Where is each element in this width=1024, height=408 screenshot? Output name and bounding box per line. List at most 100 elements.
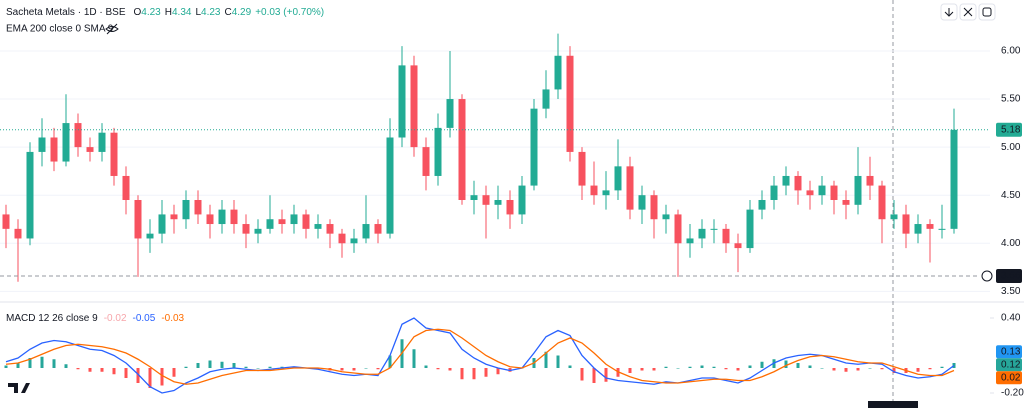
candle-body (782, 175, 790, 186)
candle-body (218, 209, 226, 225)
candle-body (542, 89, 550, 109)
candle-body (458, 99, 466, 200)
candle-body (650, 195, 658, 220)
candle-body (170, 214, 178, 220)
histogram-bar (388, 355, 392, 368)
last-value-label: 0.12 (1001, 359, 1021, 370)
histogram-bar (148, 368, 152, 388)
candle-body (26, 151, 34, 239)
y-tick-label: -0.20 (1001, 388, 1024, 399)
last-price-box (996, 122, 1022, 137)
candle-body (674, 214, 682, 244)
icon (963, 7, 973, 17)
macd-line (5, 328, 955, 385)
candle-body (734, 243, 742, 249)
histogram-bar (664, 366, 668, 368)
histogram-bar (652, 368, 656, 371)
histogram-bar (760, 361, 764, 368)
histogram-bar (604, 368, 608, 382)
histogram-bar (724, 368, 728, 370)
histogram-bar (448, 368, 452, 371)
ohlc-value: 4.29 (232, 7, 252, 18)
toolbar (940, 3, 996, 21)
histogram-bar (16, 363, 20, 368)
candle-body (794, 175, 802, 191)
histogram-bar (856, 368, 860, 371)
histogram-bar (184, 366, 188, 368)
candle-body (194, 200, 202, 215)
candle-body (494, 200, 502, 205)
histogram-bar (352, 368, 356, 371)
histogram-bar (64, 364, 68, 368)
histogram-bar (112, 368, 116, 375)
candle-body (314, 224, 322, 229)
histogram-bar (232, 363, 236, 368)
histogram-bar (748, 365, 752, 368)
histogram-bar (700, 365, 704, 368)
candle-body (854, 175, 862, 205)
candle-body (350, 238, 358, 244)
histogram-bar (100, 368, 104, 372)
histogram-bar (676, 368, 680, 369)
icon (982, 7, 992, 17)
histogram-bar (784, 360, 788, 368)
histogram-bar (628, 368, 632, 373)
histogram-bar (412, 349, 416, 368)
candle-body (470, 195, 478, 200)
histogram-bar (460, 368, 464, 380)
candle-body (770, 185, 778, 200)
button-maximize[interactable] (978, 3, 996, 21)
histogram-bar (556, 355, 560, 368)
ohlc-key: L (195, 7, 201, 18)
histogram-bar (496, 368, 500, 375)
y-tick-label: 3.50 (1001, 286, 1021, 297)
histogram-bar (52, 359, 56, 368)
candle-body (902, 214, 910, 234)
histogram-bar (736, 368, 740, 371)
candle-body (158, 214, 166, 234)
candle-body (362, 224, 370, 239)
histogram-bar (364, 368, 368, 369)
histogram-bar (640, 368, 644, 371)
candle-body (662, 214, 670, 220)
histogram-bar (88, 368, 92, 372)
y-tick-label: 5.00 (1001, 142, 1021, 153)
histogram-bar (196, 363, 200, 368)
histogram-bar (832, 368, 836, 371)
last-value-box (996, 345, 1022, 359)
candle-body (446, 99, 454, 128)
crosshair-price-label: 3.66 (1001, 271, 1021, 282)
candle-body (278, 219, 286, 225)
histogram-bar (808, 365, 812, 368)
candle-body (590, 185, 598, 196)
legend-value: -0.02 (104, 313, 127, 324)
candle-body (86, 147, 94, 152)
legend-header: Sacheta Metals · 1D · BSE O4.23 H4.34 L4.23… (6, 7, 324, 18)
candle-body (254, 228, 262, 234)
histogram-bar (880, 368, 884, 370)
candle-body (422, 147, 430, 176)
candle-body (602, 190, 610, 196)
histogram-bar (256, 368, 260, 369)
histogram-bar (592, 368, 596, 383)
candle-body (98, 132, 106, 152)
candle-body (62, 123, 70, 162)
candle-body (866, 175, 874, 186)
legend-value: -0.03 (161, 313, 184, 324)
histogram-bar (208, 360, 212, 368)
candle-body (950, 129, 958, 229)
hidden-eye-icon[interactable] (105, 23, 119, 35)
histogram-bar (424, 365, 428, 368)
candle-body (146, 233, 154, 239)
candle-body (518, 185, 526, 215)
histogram-bar (28, 358, 32, 368)
candle-body (122, 175, 130, 200)
y-tick-label: 0.40 (1001, 313, 1021, 324)
histogram-bar (40, 356, 44, 368)
histogram-bar (796, 363, 800, 368)
crosshair-plus (981, 270, 993, 282)
ohlc-value: 4.34 (172, 7, 192, 18)
last-value-box (996, 358, 1022, 372)
candle-body (710, 228, 718, 230)
last-value-box (996, 371, 1022, 385)
